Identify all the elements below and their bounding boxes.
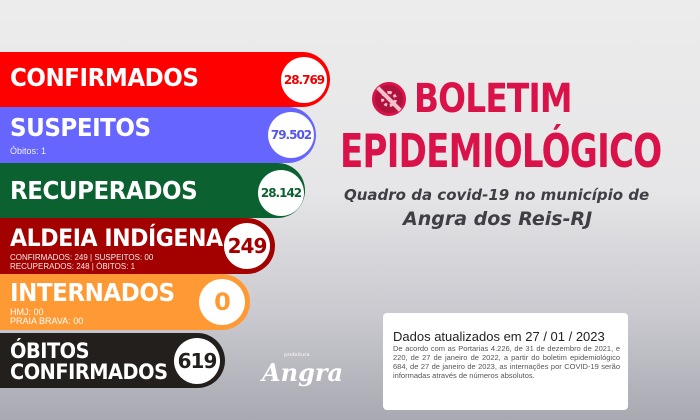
internados-bar: INTERNADOS HMJ: 00 PRAIA BRAVA: 00 0 bbox=[0, 274, 250, 330]
confirmados-label: CONFIRMADOS bbox=[10, 63, 199, 92]
internados-label: INTERNADOS bbox=[10, 278, 175, 307]
update-body: De acordo com as Portarias 4.226, de 31 … bbox=[393, 344, 620, 380]
aldeia-label: ALDEIA INDÍGENA bbox=[10, 224, 223, 252]
angra-logo: prefeitura Angra bbox=[262, 352, 344, 387]
suspeitos-bar: SUSPEITOS Óbitos: 1 79.502 bbox=[0, 107, 316, 163]
recuperados-value: 28.142 bbox=[258, 170, 304, 216]
suspeitos-label: SUSPEITOS bbox=[10, 113, 151, 142]
obitos-label-2: CONFIRMADOS bbox=[10, 360, 168, 384]
internados-praia-brava: PRAIA BRAVA: 00 bbox=[10, 316, 84, 326]
obitos-label-1: ÓBITOS bbox=[10, 339, 90, 363]
logo-tagline: prefeitura bbox=[284, 352, 310, 358]
title-boletim: BOLETIM bbox=[414, 76, 572, 122]
logo-text: Angra bbox=[262, 358, 344, 387]
confirmados-value: 28.769 bbox=[281, 57, 327, 103]
city: Angra dos Reis-RJ bbox=[403, 208, 593, 230]
recuperados-label: RECUPERADOS bbox=[10, 176, 198, 205]
suspeitos-value: 79.502 bbox=[268, 112, 314, 158]
update-heading: Dados atualizados em 27 / 01 / 2023 bbox=[393, 329, 605, 344]
internados-hmj: HMJ: 00 bbox=[10, 307, 44, 317]
suspeitos-obitos: Óbitos: 1 bbox=[10, 146, 47, 156]
recuperados-bar: RECUPERADOS 28.142 bbox=[0, 163, 305, 218]
title-epidemiologico: EPIDEMIOLÓGICO bbox=[340, 124, 662, 178]
subtitle: Quadro da covid-19 no município de bbox=[344, 186, 650, 204]
obitos-value: 619 bbox=[174, 338, 220, 384]
update-box: Dados atualizados em 27 / 01 / 2023 De a… bbox=[383, 313, 628, 410]
obitos-bar: ÓBITOS CONFIRMADOS 619 bbox=[0, 333, 225, 388]
aldeia-bar: ALDEIA INDÍGENA CONFIRMADOS: 249 | SUSPE… bbox=[0, 218, 275, 274]
aldeia-line1: CONFIRMADOS: 249 | SUSPEITOS: 00 bbox=[10, 253, 154, 262]
virus-blocked-icon bbox=[372, 82, 406, 116]
aldeia-value: 249 bbox=[224, 223, 270, 269]
aldeia-line2: RECUPERADOS: 248 | ÓBITOS: 1 bbox=[10, 262, 136, 271]
internados-value: 0 bbox=[199, 279, 245, 325]
confirmados-bar: CONFIRMADOS 28.769 bbox=[0, 52, 330, 107]
